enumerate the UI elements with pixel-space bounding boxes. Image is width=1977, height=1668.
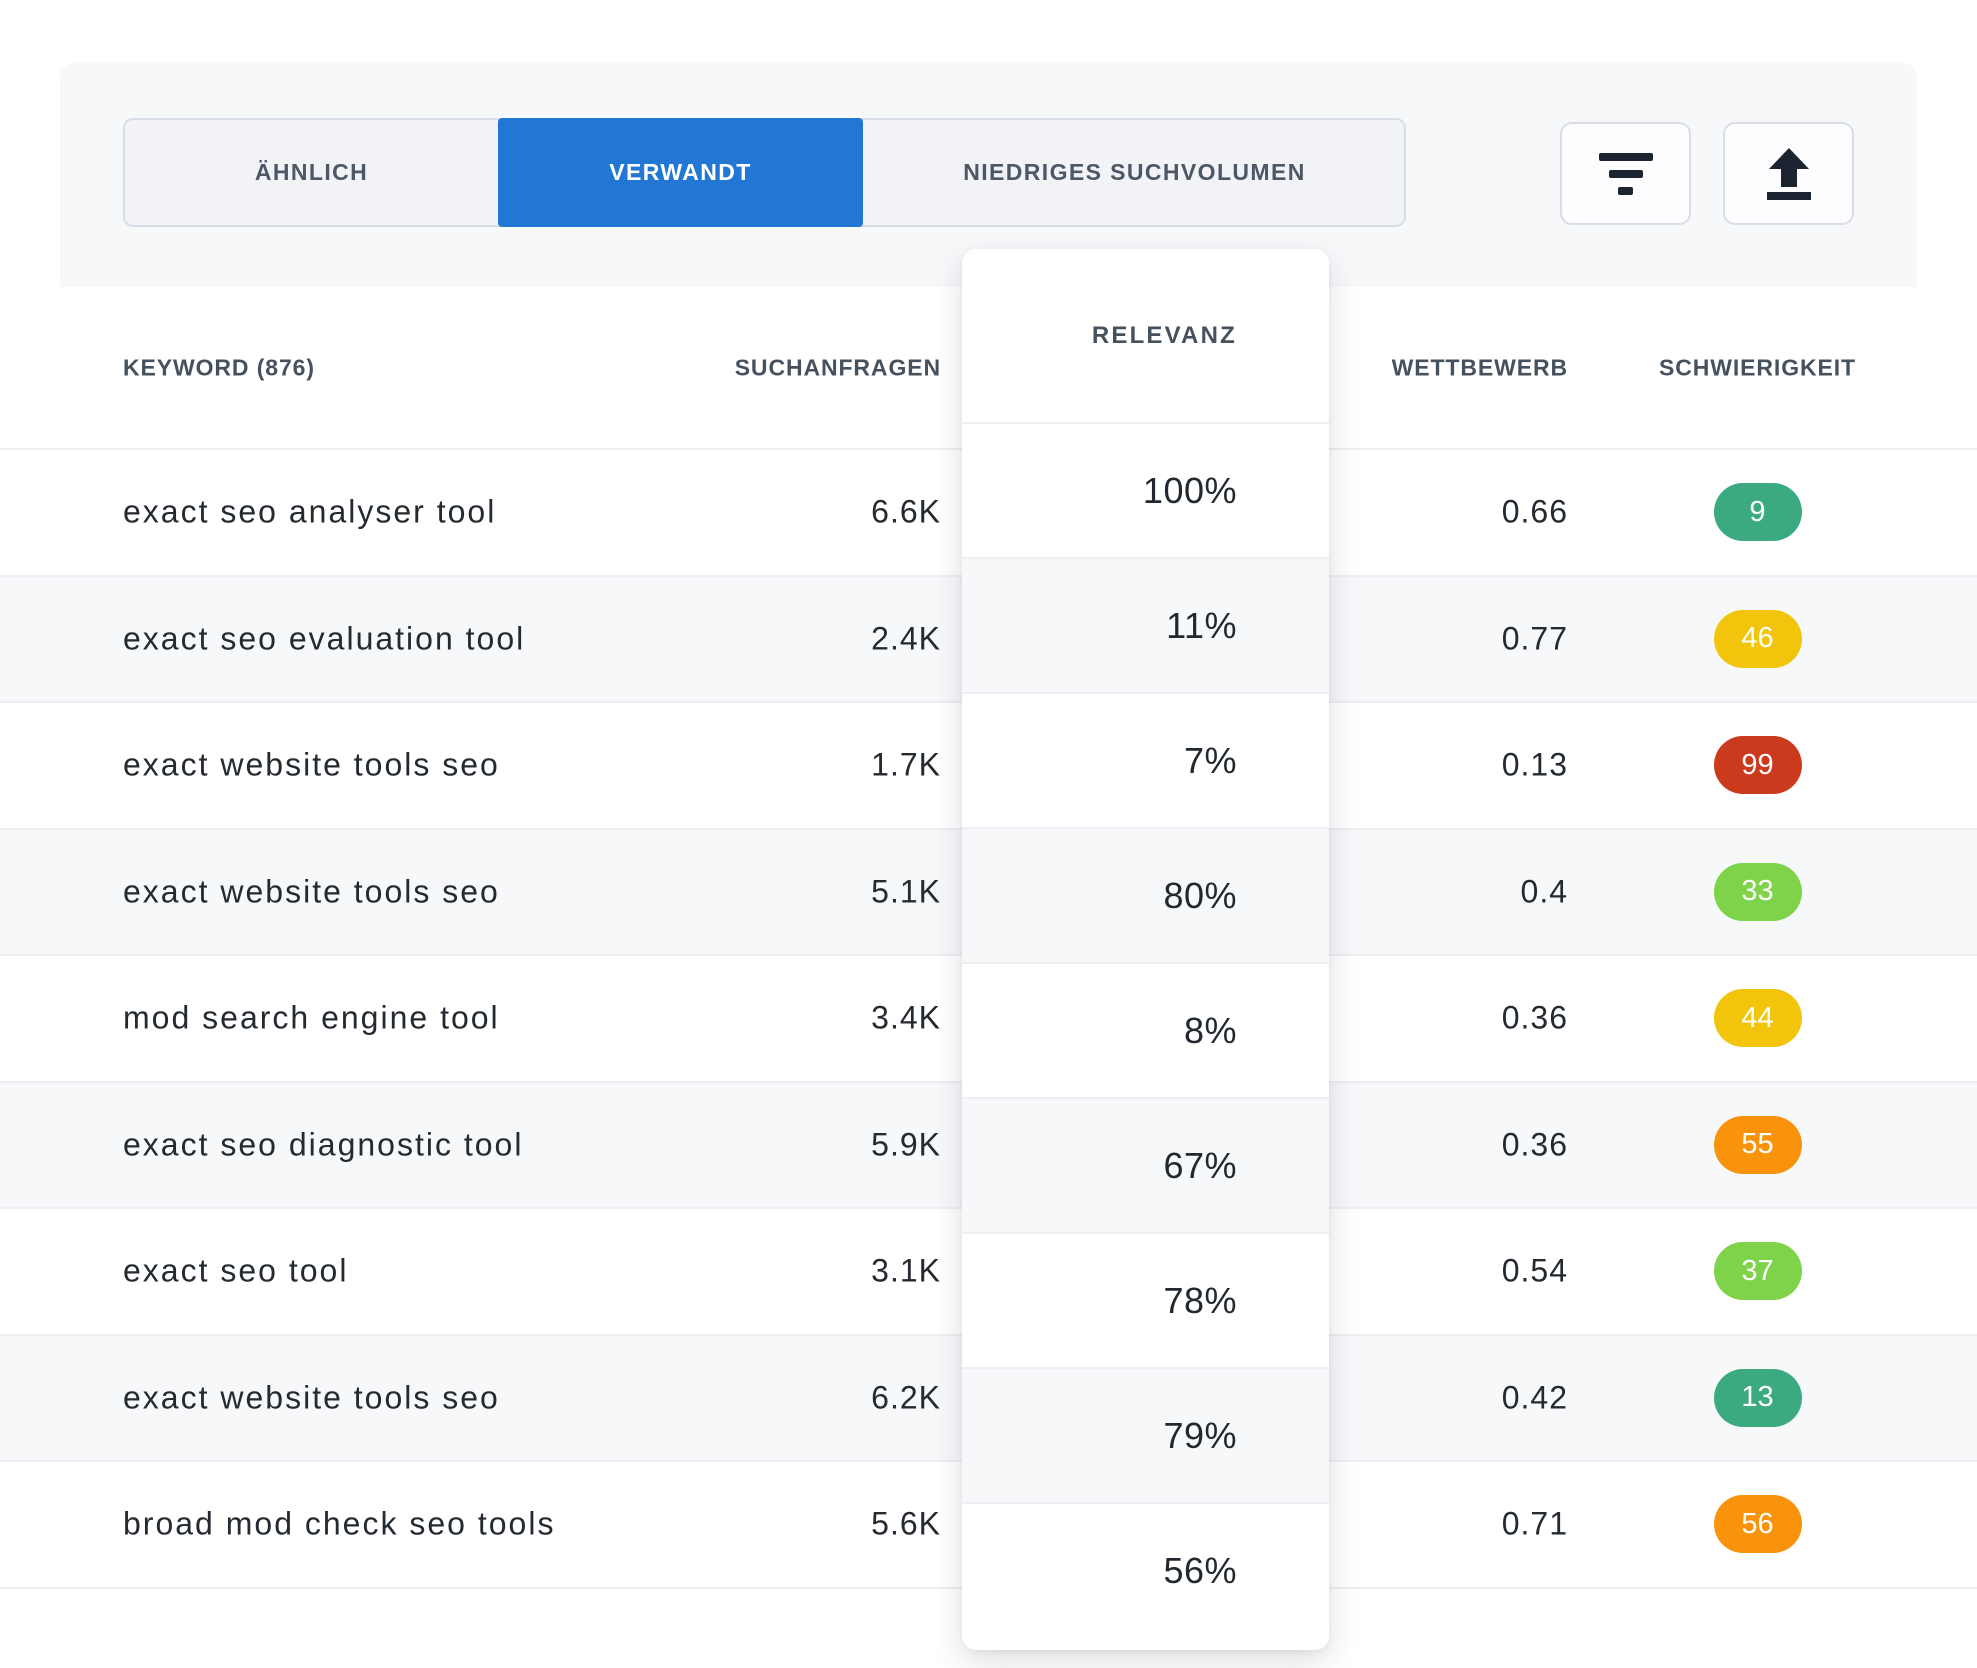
filter-icon <box>1599 153 1653 195</box>
wettbewerb-cell: 0.71 <box>1502 1506 1568 1543</box>
wettbewerb-cell: 0.77 <box>1502 620 1568 657</box>
schwierigkeit-cell: 56 <box>1625 1495 1890 1553</box>
wettbewerb-cell: 0.13 <box>1502 747 1568 784</box>
relevanz-cell: 11% <box>962 557 1329 692</box>
difficulty-badge: 56 <box>1714 1495 1802 1553</box>
keyword-cell: exact website tools seo <box>123 873 500 910</box>
suchanfragen-cell: 2.4K <box>871 620 941 657</box>
column-header-schwierigkeit[interactable]: SCHWIERIGKEIT <box>1625 354 1890 381</box>
difficulty-badge: 13 <box>1714 1369 1802 1427</box>
upload-icon <box>1766 148 1812 200</box>
difficulty-badge: 9 <box>1714 483 1802 541</box>
schwierigkeit-cell: 46 <box>1625 610 1890 668</box>
relevanz-cell: 100% <box>962 422 1329 557</box>
wettbewerb-cell: 0.4 <box>1521 873 1568 910</box>
suchanfragen-cell: 6.2K <box>871 1379 941 1416</box>
difficulty-badge: 37 <box>1714 1242 1802 1300</box>
keyword-cell: exact seo tool <box>123 1253 348 1290</box>
schwierigkeit-cell: 55 <box>1625 1116 1890 1174</box>
suchanfragen-cell: 5.1K <box>871 873 941 910</box>
wettbewerb-cell: 0.54 <box>1502 1253 1568 1290</box>
schwierigkeit-cell: 44 <box>1625 989 1890 1047</box>
tab-aehnlich[interactable]: ÄHNLICH <box>125 120 498 225</box>
column-header-relevanz[interactable]: RELEVANZ <box>962 249 1329 422</box>
column-header-wettbewerb[interactable]: WETTBEWERB <box>1392 354 1568 381</box>
export-button[interactable] <box>1723 122 1854 225</box>
relevanz-floating-column[interactable]: RELEVANZ 100% 11% 7% 80% 8% 67% 78% 79% … <box>962 249 1329 1650</box>
wettbewerb-cell: 0.36 <box>1502 1000 1568 1037</box>
wettbewerb-cell: 0.36 <box>1502 1126 1568 1163</box>
difficulty-badge: 99 <box>1714 736 1802 794</box>
wettbewerb-cell: 0.66 <box>1502 494 1568 531</box>
keyword-cell: mod search engine tool <box>123 1000 500 1037</box>
relevanz-cell: 8% <box>962 962 1329 1097</box>
schwierigkeit-cell: 37 <box>1625 1242 1890 1300</box>
relevanz-cell: 56% <box>962 1502 1329 1637</box>
schwierigkeit-cell: 99 <box>1625 736 1890 794</box>
filter-button[interactable] <box>1560 122 1691 225</box>
relevanz-cell: 78% <box>962 1232 1329 1367</box>
suchanfragen-cell: 5.9K <box>871 1126 941 1163</box>
column-header-keyword[interactable]: KEYWORD (876) <box>123 354 315 381</box>
keyword-cell: exact website tools seo <box>123 1379 500 1416</box>
relevanz-cell: 7% <box>962 692 1329 827</box>
keyword-research-screen: ÄHNLICH VERWANDT NIEDRIGES SUCHVOLUMEN K… <box>0 0 1977 1668</box>
relevanz-cell: 80% <box>962 827 1329 962</box>
relevanz-cell: 79% <box>962 1367 1329 1502</box>
schwierigkeit-cell: 33 <box>1625 863 1890 921</box>
difficulty-badge: 33 <box>1714 863 1802 921</box>
keyword-cell: exact seo analyser tool <box>123 494 496 531</box>
tab-group: ÄHNLICH VERWANDT NIEDRIGES SUCHVOLUMEN <box>123 118 1406 227</box>
relevanz-cell: 67% <box>962 1097 1329 1232</box>
schwierigkeit-cell: 9 <box>1625 483 1890 541</box>
suchanfragen-cell: 6.6K <box>871 494 941 531</box>
wettbewerb-cell: 0.42 <box>1502 1379 1568 1416</box>
suchanfragen-cell: 1.7K <box>871 747 941 784</box>
column-header-suchanfragen[interactable]: SUCHANFRAGEN <box>735 354 941 381</box>
keyword-cell: exact seo evaluation tool <box>123 620 525 657</box>
difficulty-badge: 55 <box>1714 1116 1802 1174</box>
suchanfragen-cell: 5.6K <box>871 1506 941 1543</box>
suchanfragen-cell: 3.4K <box>871 1000 941 1037</box>
keyword-cell: exact seo diagnostic tool <box>123 1126 523 1163</box>
keyword-cell: exact website tools seo <box>123 747 500 784</box>
tab-verwandt[interactable]: VERWANDT <box>498 118 863 227</box>
difficulty-badge: 44 <box>1714 989 1802 1047</box>
difficulty-badge: 46 <box>1714 610 1802 668</box>
keyword-cell: broad mod check seo tools <box>123 1506 555 1543</box>
tab-niedriges-suchvolumen[interactable]: NIEDRIGES SUCHVOLUMEN <box>863 120 1406 225</box>
suchanfragen-cell: 3.1K <box>871 1253 941 1290</box>
schwierigkeit-cell: 13 <box>1625 1369 1890 1427</box>
